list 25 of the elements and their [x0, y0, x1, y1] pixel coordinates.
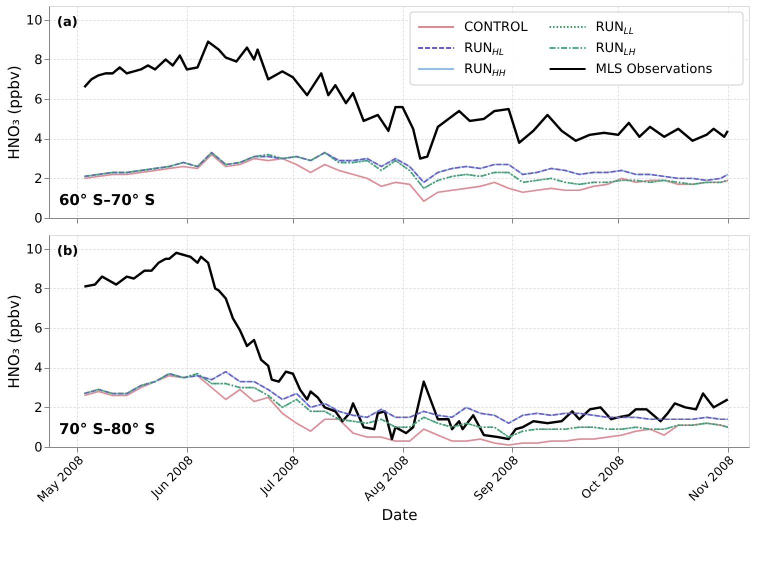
y-tick-label: 8: [34, 282, 42, 297]
y-tick-label: 6: [34, 92, 42, 108]
annotation: 70° S–80° S: [59, 420, 156, 438]
line-series: [84, 152, 729, 190]
line-series: [84, 152, 729, 184]
legend-label: MLS Observations: [596, 62, 713, 77]
y-tick-label: 8: [34, 52, 42, 68]
y-tick-label: 0: [34, 440, 42, 456]
legend-label: CONTROL: [464, 20, 528, 35]
y-axis-title: HNO₃ (ppbv): [4, 65, 23, 160]
y-tick-label: 2: [34, 172, 42, 187]
y-tick-label: 0: [34, 212, 42, 226]
annotation: 60° S–70° S: [59, 191, 156, 209]
annotation: (b): [57, 244, 78, 259]
x-axis-title: Date: [382, 506, 418, 524]
annotation: (a): [57, 15, 78, 30]
y-tick-label: 4: [34, 132, 42, 148]
y-tick-label: 2: [34, 400, 42, 416]
y-axis-title: HNO₃ (ppbv): [4, 294, 23, 389]
line-series: [83, 40, 729, 160]
line-series: [84, 370, 729, 424]
y-tick-label: 4: [34, 361, 42, 376]
y-tick-label: 6: [34, 322, 42, 337]
y-tick-label: 10: [26, 242, 42, 258]
y-tick-label: 10: [26, 13, 42, 28]
